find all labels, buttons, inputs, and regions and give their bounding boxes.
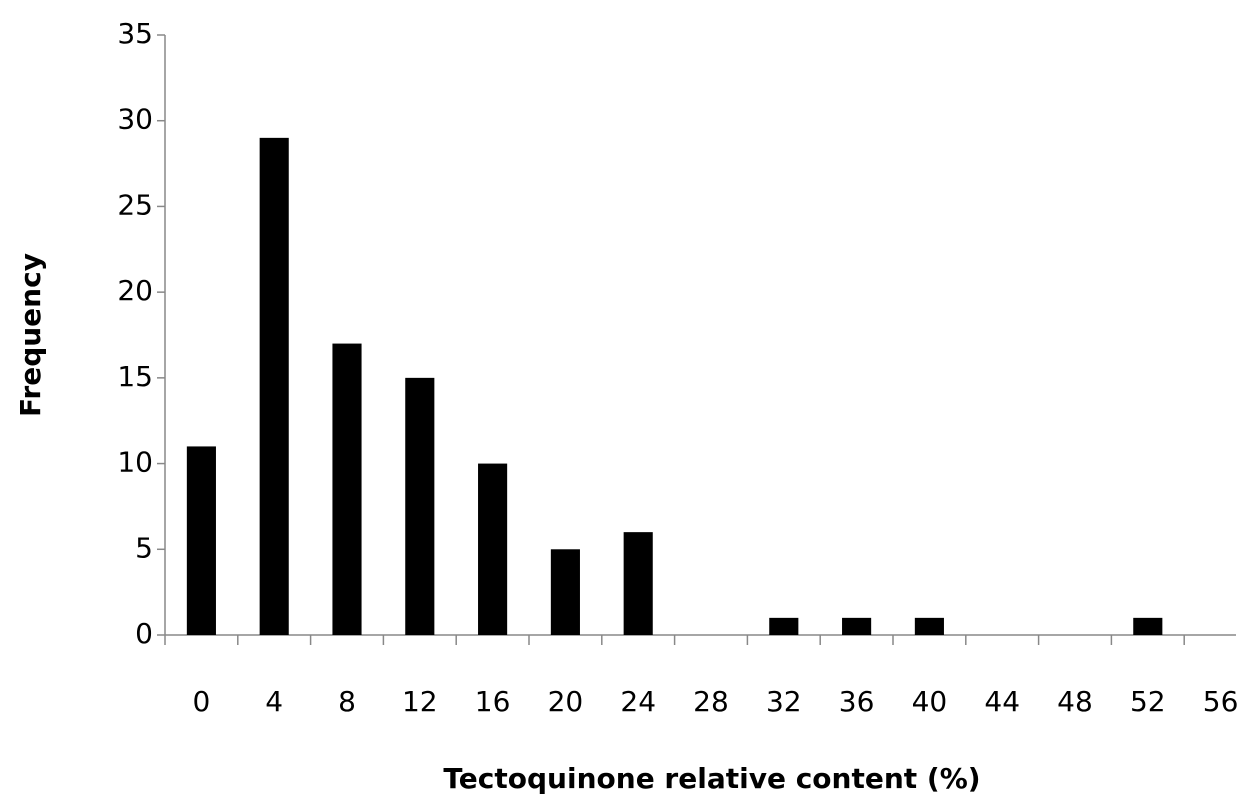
x-tick-label: 36 (839, 685, 875, 718)
x-axis-title: Tectoquinone relative content (%) (443, 762, 980, 795)
bar (1133, 617, 1163, 635)
y-tick-label: 25 (117, 188, 153, 221)
y-axis-title: Frequency (14, 253, 47, 417)
y-tick-label: 15 (117, 360, 153, 393)
x-tick-label: 4 (265, 685, 283, 718)
x-tick-label: 16 (475, 685, 511, 718)
x-tick-label: 40 (912, 685, 948, 718)
x-tick-label: 48 (1057, 685, 1093, 718)
x-tick-label: 52 (1130, 685, 1166, 718)
x-tick-label: 56 (1203, 685, 1239, 718)
bar (769, 617, 799, 635)
x-tick-label: 0 (192, 685, 210, 718)
bar (842, 617, 872, 635)
x-tick-label: 32 (766, 685, 802, 718)
bar (259, 137, 289, 635)
bar (623, 532, 653, 635)
x-tick-label: 12 (402, 685, 438, 718)
bar (478, 463, 508, 635)
y-tick-label: 35 (117, 17, 153, 50)
x-tick-label: 24 (620, 685, 656, 718)
bar (405, 377, 435, 635)
x-tick-label: 20 (548, 685, 584, 718)
bar (332, 343, 362, 635)
bar (914, 617, 944, 635)
y-tick-label: 0 (135, 617, 153, 650)
y-tick-label: 30 (117, 103, 153, 136)
y-tick-label: 20 (117, 274, 153, 307)
bar (186, 446, 216, 635)
y-tick-label: 10 (117, 446, 153, 479)
y-tick-label: 5 (135, 531, 153, 564)
x-tick-label: 28 (693, 685, 729, 718)
bar (550, 549, 580, 635)
x-tick-label: 44 (984, 685, 1020, 718)
x-tick-label: 8 (338, 685, 356, 718)
